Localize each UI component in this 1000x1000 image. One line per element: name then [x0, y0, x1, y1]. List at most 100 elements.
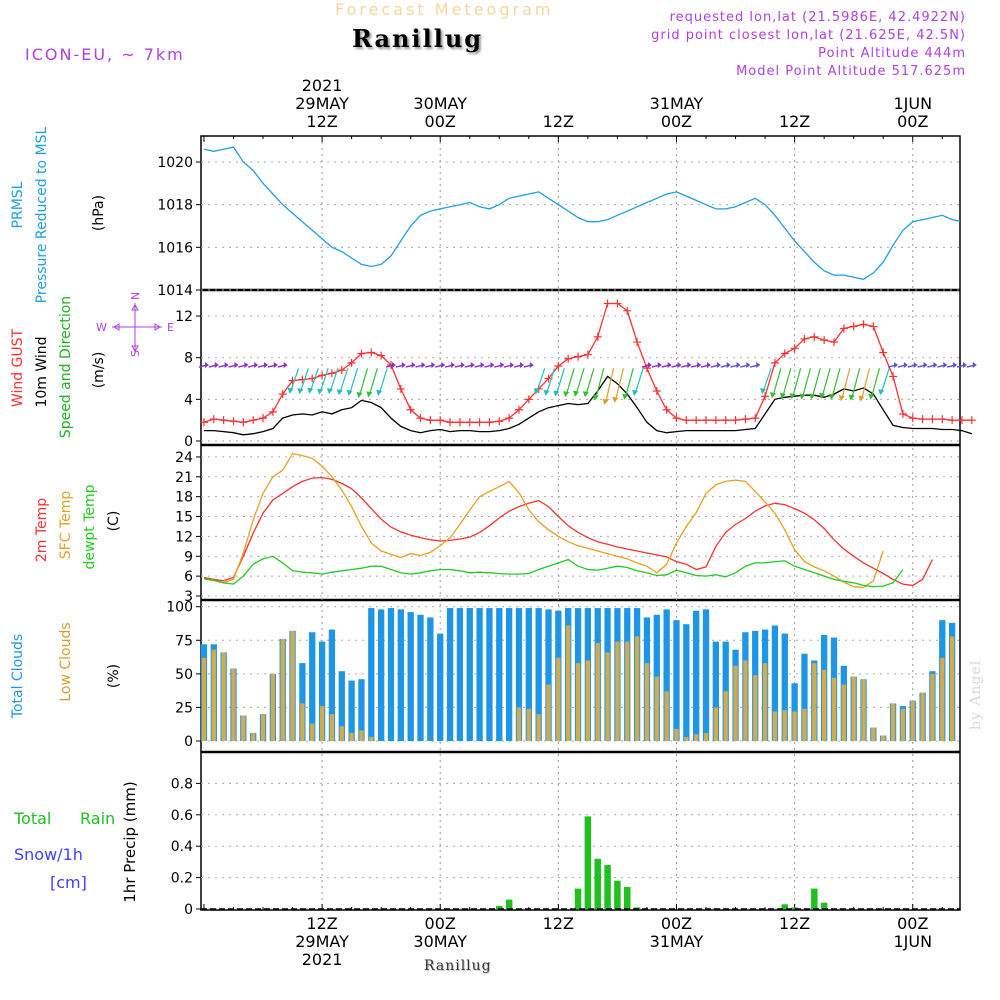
gust-marker — [682, 416, 691, 425]
pressure-unit: (hPa) — [91, 195, 107, 231]
wind-arrow — [545, 368, 556, 395]
low-cloud-bar — [782, 710, 787, 741]
gust-marker — [583, 350, 592, 359]
y-tick-label: 1014 — [157, 283, 193, 299]
gust-marker — [416, 414, 425, 423]
low-cloud-bar — [703, 732, 709, 741]
y-tick-label: 6 — [184, 569, 193, 585]
gust-marker — [800, 334, 809, 343]
wind-arrow — [378, 368, 388, 395]
wind-arrowhead — [716, 362, 721, 369]
wind-arrowhead — [214, 362, 219, 369]
wind-arrowhead — [529, 362, 534, 369]
rain-bar — [496, 905, 503, 909]
low-cloud-bar — [871, 727, 876, 741]
time-label-top: 00Z — [425, 112, 456, 131]
y-tick-label: 1018 — [157, 198, 193, 214]
total-cloud-bar — [545, 609, 552, 741]
low-cloud-bar — [920, 692, 925, 741]
wind-arrow — [595, 368, 605, 399]
y-tick-label: 0.8 — [171, 776, 193, 792]
gust-marker — [318, 371, 327, 380]
wind-arrow — [851, 368, 861, 399]
time-label-bottom: 00Z — [897, 914, 928, 933]
total-cloud-bar — [673, 620, 680, 741]
gust-marker — [278, 390, 287, 399]
total-cloud-bar — [515, 608, 523, 741]
gust-marker — [839, 324, 848, 333]
y-tick-label: 1020 — [157, 155, 193, 171]
wind-arrow — [565, 368, 575, 396]
low-cloud-bar — [359, 730, 364, 741]
y-tick-label: 3 — [184, 589, 193, 605]
wind-arrowhead — [264, 362, 269, 369]
rain-bar — [791, 907, 798, 909]
low-cloud-bar — [595, 642, 600, 741]
wind-arrowhead — [224, 362, 229, 369]
wind-arrow — [811, 368, 821, 398]
wind-arrowhead — [401, 362, 406, 369]
low-cloud-bar — [851, 676, 856, 741]
gust-marker — [898, 409, 907, 418]
low-cloud-bar — [812, 663, 817, 741]
wind-arrow — [624, 368, 634, 398]
low-cloud-bar — [753, 675, 758, 741]
wind-arrow — [309, 368, 319, 392]
rain-bar — [604, 865, 611, 909]
wind-arrow — [782, 368, 792, 398]
wind-arrowhead — [858, 395, 865, 402]
wind-arrow — [319, 368, 329, 393]
y-tick-label: 12 — [175, 529, 193, 545]
low-cloud-bar — [369, 736, 374, 741]
wind-arrowhead — [336, 389, 343, 396]
low-cloud-bar — [615, 641, 620, 741]
total-cloud-bar — [318, 641, 326, 741]
time-label-top: 29MAY — [295, 94, 349, 113]
wind-arrow — [870, 368, 880, 398]
total-cloud-bar — [387, 608, 395, 741]
low-cloud-bar — [251, 732, 256, 741]
gust-marker — [711, 416, 720, 425]
gust-marker — [829, 338, 838, 347]
low-cloud-bar — [713, 707, 719, 741]
gust-marker — [859, 320, 868, 329]
gust-line — [203, 302, 972, 423]
gust-marker — [377, 351, 386, 360]
wind-unit: (m/s) — [91, 352, 107, 389]
rain-bar — [820, 902, 828, 909]
gust-marker — [337, 366, 346, 375]
wind-arrow — [634, 368, 644, 395]
wind-arrow — [821, 368, 831, 398]
time-label-top: 30MAY — [413, 94, 467, 113]
low-cloud-bar — [762, 663, 768, 741]
low-cloud-bar — [585, 660, 591, 741]
low-cloud-bar — [290, 630, 295, 741]
gust-marker — [790, 344, 799, 353]
wind-arrowhead — [894, 362, 899, 369]
gust-marker — [928, 415, 937, 424]
total-cloud-bar — [496, 608, 503, 741]
gust-marker — [662, 405, 671, 414]
wind-arrow — [358, 368, 369, 397]
wind-arrow — [585, 368, 595, 396]
gust-marker — [751, 414, 760, 423]
low-cloud-bar — [625, 641, 630, 741]
wind-arrowhead — [543, 389, 550, 396]
total-cloud-bar — [299, 663, 306, 741]
wind-arrowhead — [563, 391, 570, 398]
total-cloud-bar — [781, 633, 788, 741]
prmsl-label: PRMSL — [10, 181, 26, 228]
time-label-bottom: 2021 — [302, 950, 343, 969]
rain-bar — [584, 816, 592, 909]
total-cloud-bar — [397, 609, 404, 741]
total-cloud-bar — [712, 641, 720, 741]
point-altitude: Point Altitude 444m — [818, 46, 966, 61]
gust-marker — [810, 332, 819, 341]
gust-marker — [396, 384, 405, 393]
wind-arrow — [368, 368, 378, 396]
gust-marker — [879, 348, 888, 357]
gust-marker — [436, 416, 445, 425]
gust-marker — [249, 416, 258, 425]
wind-arrowhead — [431, 362, 436, 369]
low-clouds-label: Low Clouds — [58, 622, 74, 701]
